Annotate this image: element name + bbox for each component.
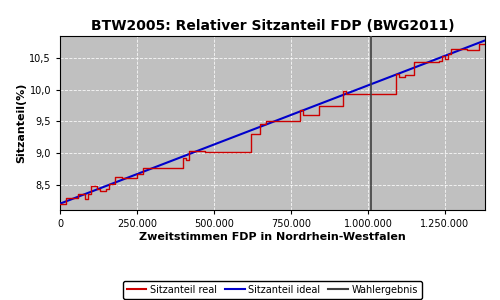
- X-axis label: Zweitstimmen FDP in Nordrhein-Westfalen: Zweitstimmen FDP in Nordrhein-Westfalen: [139, 232, 406, 242]
- Legend: Sitzanteil real, Sitzanteil ideal, Wahlergebnis: Sitzanteil real, Sitzanteil ideal, Wahle…: [123, 281, 422, 299]
- Y-axis label: Sitzanteil(%): Sitzanteil(%): [16, 83, 26, 163]
- Title: BTW2005: Relativer Sitzanteil FDP (BWG2011): BTW2005: Relativer Sitzanteil FDP (BWG20…: [90, 20, 454, 33]
